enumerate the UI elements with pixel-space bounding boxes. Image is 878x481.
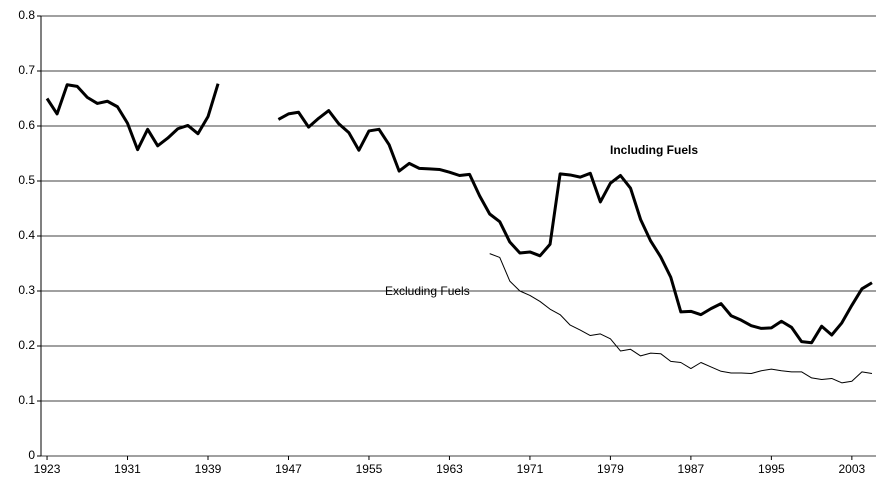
series-line	[45, 83, 873, 345]
y-tick-label: 0.1	[18, 393, 35, 407]
x-tick-label: 2003	[839, 462, 866, 476]
x-tick-label: 1963	[436, 462, 463, 476]
series-label: Excluding Fuels	[385, 284, 470, 298]
y-tick-label: 0.4	[18, 228, 35, 242]
x-tick-label: 1987	[678, 462, 705, 476]
x-tick-label: 1947	[275, 462, 302, 476]
series-line	[489, 253, 873, 384]
x-tick-label: 1939	[195, 462, 222, 476]
x-tick-label: 1995	[758, 462, 785, 476]
x-tick-label: 1979	[597, 462, 624, 476]
y-tick-label: 0.6	[18, 118, 35, 132]
y-tick-label: 0.2	[18, 338, 35, 352]
y-tick-label: 0.7	[18, 63, 35, 77]
y-tick-label: 0.5	[18, 173, 35, 187]
y-tick-label: 0.3	[18, 283, 35, 297]
y-tick-label: 0	[28, 448, 35, 462]
x-tick-label: 1971	[517, 462, 544, 476]
x-tick-label: 1955	[356, 462, 383, 476]
series-label: Including Fuels	[610, 143, 698, 157]
x-tick-label: 1923	[34, 462, 61, 476]
y-tick-label: 0.8	[18, 8, 35, 22]
x-tick-label: 1931	[114, 462, 141, 476]
